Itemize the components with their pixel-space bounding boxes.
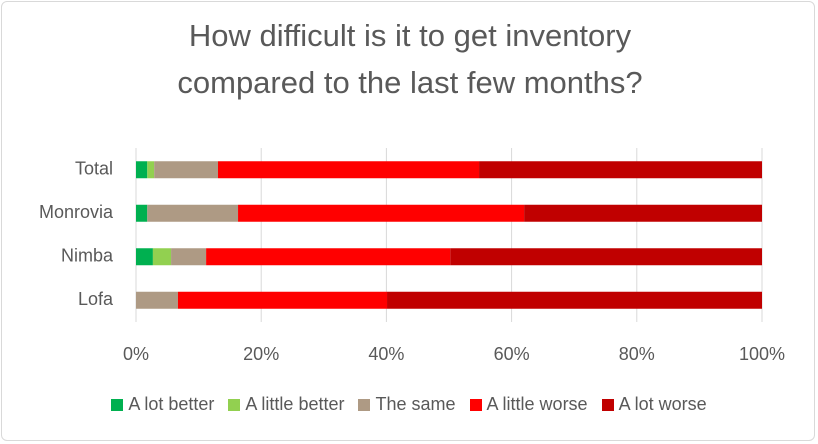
legend-item: A lot better [111,394,214,415]
legend-label: A little better [245,394,345,414]
bar-segment [136,291,178,309]
bar-segment [479,161,762,179]
bar-segment [524,204,762,222]
bar-segment [152,248,172,266]
legend-swatch [358,398,371,411]
bar-segment [218,161,480,179]
y-tick-label: Lofa [78,289,114,309]
y-tick-label: Total [75,159,113,179]
chart-title: How difficult is it to get inventory com… [177,18,643,100]
legend-label: A lot better [128,394,215,414]
legend-item: A little better [228,394,344,415]
bar-segment [206,248,451,266]
x-tick-label: 40% [368,344,404,364]
bar-segment [171,248,207,266]
bar-segment [177,291,388,309]
y-tick-label: Monrovia [39,202,114,222]
legend-label: A lot worse [618,394,707,414]
x-tick-label: 0% [123,344,149,364]
y-tick-label: Nimba [61,246,114,266]
legend-label: A little worse [486,394,588,414]
bar-segment [450,248,762,266]
x-tick-label: 80% [619,344,655,364]
bar-segment [154,161,219,179]
legend-item: A lot worse [601,394,707,415]
bar-segment [387,291,762,309]
legend-swatch [601,398,614,411]
legend-swatch [469,398,482,411]
bar-segment [136,248,153,266]
bar-segment [238,204,525,222]
legend-swatch [228,398,241,411]
x-tick-label: 60% [494,344,530,364]
legend: A lot better A little better The same A lit… [0,394,818,415]
bar-segment [136,161,148,179]
bar-segment [147,204,239,222]
legend-item: The same [358,394,456,415]
bar-segment [136,204,148,222]
legend-label: The same [375,394,456,414]
x-tick-label: 20% [243,344,279,364]
x-tick-label: 100% [739,344,785,364]
legend-swatch [111,398,124,411]
legend-item: A little worse [469,394,588,415]
bar-segment [147,161,155,179]
